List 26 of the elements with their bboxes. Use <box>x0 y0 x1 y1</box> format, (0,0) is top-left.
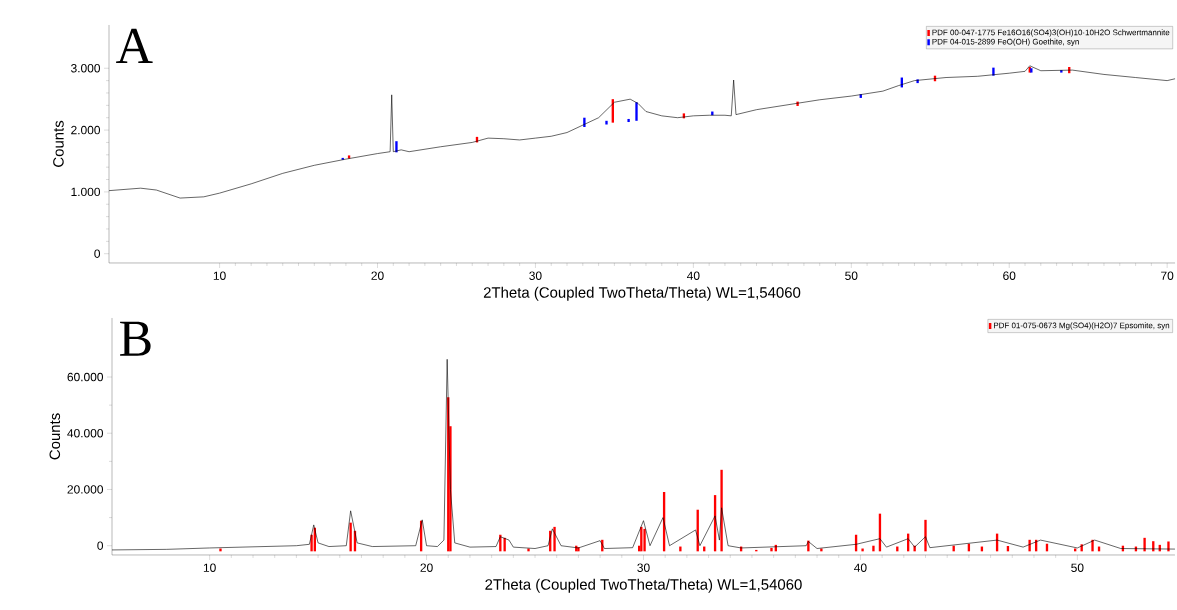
x-tick-label: 10 <box>203 563 216 572</box>
x-tick-label: 10 <box>213 271 226 280</box>
y-axis-title: Counts <box>49 413 61 460</box>
y-tick-label: 60.000 <box>67 372 104 382</box>
x-axis-title: 2Theta (Coupled TwoTheta/Theta) WL=1,54060 <box>483 286 801 301</box>
x-tick-label: 40 <box>854 563 867 572</box>
y-tick-label: 0 <box>97 541 104 550</box>
x-tick-label: 20 <box>420 563 433 572</box>
y-tick-label: 40.000 <box>67 429 104 438</box>
x-tick-label: 30 <box>637 563 650 572</box>
y-axis-title: Counts <box>53 120 64 167</box>
x-tick-label: 60 <box>1003 271 1016 280</box>
x-tick-label: 70 <box>1161 271 1174 280</box>
x-tick-label: 40 <box>686 271 700 280</box>
x-tick-label: 50 <box>845 271 858 280</box>
chart-title: B <box>120 321 151 356</box>
x-tick-label: 20 <box>371 271 384 280</box>
y-tick-label: 2.000 <box>71 125 101 135</box>
y-tick-label: 3.000 <box>71 64 101 73</box>
x-tick-label: 50 <box>1071 563 1084 572</box>
x-tick-label: 30 <box>529 271 542 280</box>
chart-title: A <box>116 28 153 63</box>
x-axis-title: 2Theta (Coupled TwoTheta/Theta) WL=1,54060 <box>485 578 802 593</box>
y-tick-label: 20.000 <box>67 485 104 494</box>
y-tick-label: 1.000 <box>71 187 101 197</box>
y-tick-label: 0 <box>94 249 101 258</box>
